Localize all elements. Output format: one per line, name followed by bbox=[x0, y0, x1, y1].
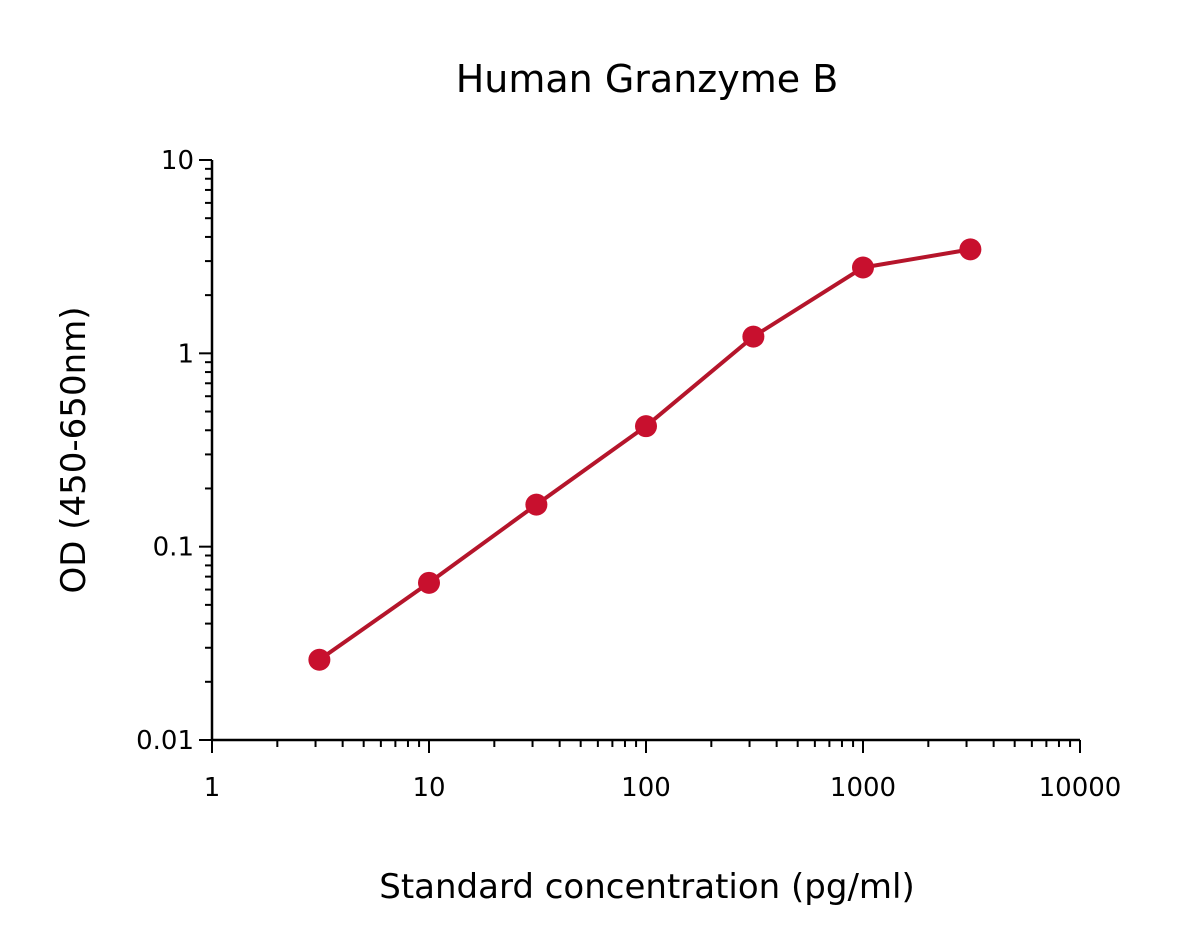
y-axis-label: OD (450-650nm) bbox=[54, 306, 94, 593]
y-tick-label: 1 bbox=[177, 339, 194, 369]
data-point bbox=[852, 256, 874, 279]
x-tick-label: 1 bbox=[204, 773, 221, 803]
x-tick-label: 10000 bbox=[1039, 773, 1122, 803]
series-line bbox=[318, 247, 971, 662]
data-point bbox=[742, 325, 765, 348]
axes: 1 10 100 1000 10000 0.01 0.1 1 10 bbox=[136, 146, 1121, 803]
plot-area bbox=[308, 238, 982, 671]
x-tick-label: 10 bbox=[412, 773, 445, 803]
data-point bbox=[525, 493, 548, 516]
chart-title: Human Granzyme B bbox=[456, 57, 839, 101]
data-point bbox=[418, 571, 440, 594]
data-point bbox=[959, 238, 982, 261]
y-tick-label: 10 bbox=[161, 146, 194, 176]
x-axis-label: Standard concentration (pg/ml) bbox=[379, 867, 914, 907]
data-point bbox=[635, 415, 657, 438]
x-tick-label: 1000 bbox=[830, 773, 896, 803]
data-point bbox=[308, 648, 331, 671]
y-tick-label: 0.1 bbox=[153, 533, 194, 563]
x-tick-label: 100 bbox=[621, 773, 671, 803]
y-tick-label: 0.01 bbox=[136, 726, 194, 756]
